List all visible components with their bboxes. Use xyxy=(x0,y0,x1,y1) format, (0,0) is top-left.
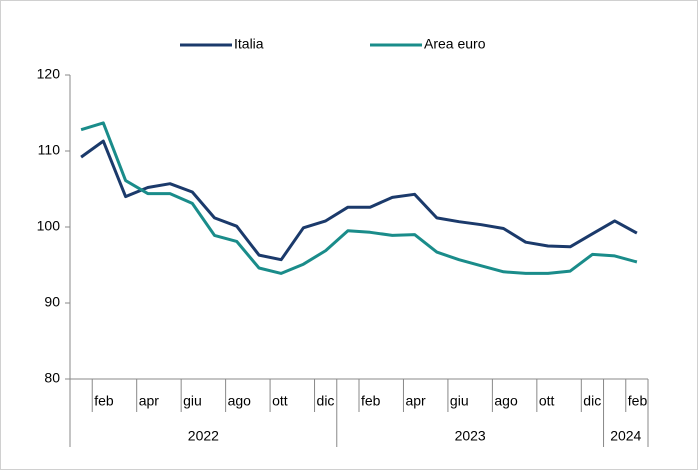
x-tick-label: apr xyxy=(405,393,426,409)
x-tick-label: ott xyxy=(272,393,288,409)
x-tick-label: ago xyxy=(494,393,518,409)
x-tick-label: ott xyxy=(539,393,555,409)
x-tick-label: ago xyxy=(228,393,252,409)
y-tick-label: 110 xyxy=(38,142,61,158)
x-tick-label: feb xyxy=(361,393,381,409)
x-tick-label: giu xyxy=(450,393,469,409)
x-tick-label: dic xyxy=(583,393,601,409)
year-label: 2022 xyxy=(188,428,219,444)
legend-label: Italia xyxy=(234,36,264,52)
series-line xyxy=(80,121,638,275)
series-line xyxy=(80,139,638,262)
year-label: 2023 xyxy=(455,428,486,444)
x-tick-label: giu xyxy=(183,393,202,409)
x-tick-label: feb xyxy=(94,393,114,409)
legend-label: Area euro xyxy=(424,36,486,52)
x-tick-label: dic xyxy=(317,393,335,409)
y-tick-label: 80 xyxy=(44,370,60,386)
y-tick-label: 120 xyxy=(37,66,61,82)
y-tick-label: 90 xyxy=(44,294,60,310)
x-tick-label: feb xyxy=(628,393,648,409)
x-tick-label: apr xyxy=(139,393,160,409)
year-label: 2024 xyxy=(610,428,641,444)
y-tick-label: 100 xyxy=(37,218,61,234)
